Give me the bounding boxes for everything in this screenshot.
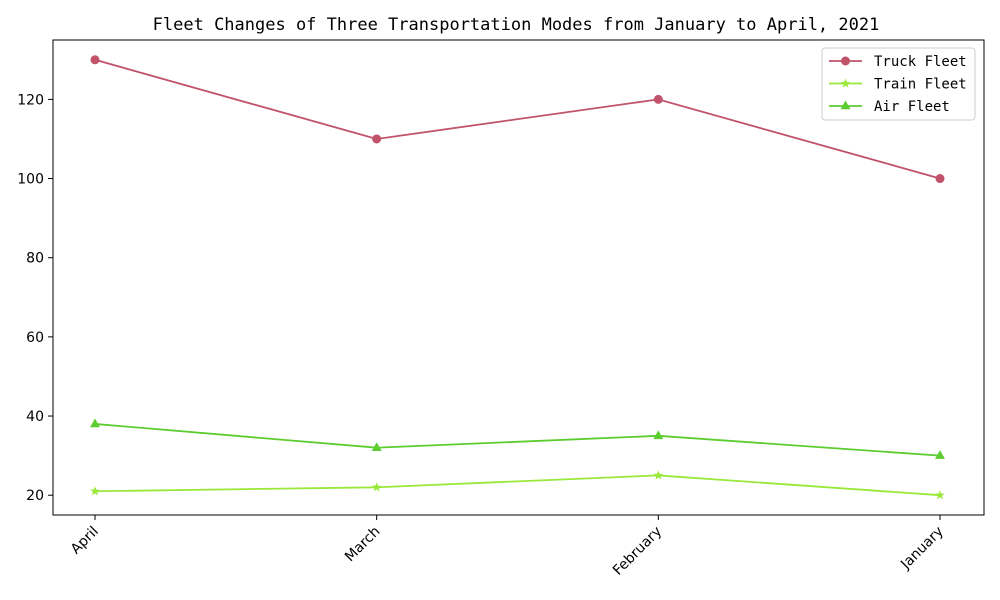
truck-fleet-point: [372, 134, 382, 144]
x-tick-label: January: [897, 524, 947, 574]
train-fleet-point: [653, 470, 664, 480]
y-tick-label: 40: [26, 409, 44, 425]
air-fleet-point: [653, 430, 664, 440]
plot-area: [52, 39, 985, 516]
truck-fleet-point: [935, 174, 945, 184]
y-axis: 20 40 60 80 100 120: [17, 92, 53, 504]
y-tick-label: 60: [26, 330, 44, 346]
legend-truck-fleet-label: Truck Fleet: [874, 54, 967, 70]
air-fleet-point: [371, 442, 382, 452]
train-fleet-point: [371, 482, 382, 492]
train-fleet-point: [935, 490, 945, 500]
x-tick-label: March: [342, 524, 383, 565]
y-tick-label: 80: [26, 251, 44, 267]
y-tick-label: 100: [17, 172, 44, 188]
x-axis: April March February January: [68, 515, 947, 579]
legend: Truck Fleet Train Fleet Air Fleet: [821, 47, 976, 121]
series-layer: [90, 55, 945, 500]
chart-title: Fleet Changes of Three Transportation Mo…: [153, 15, 880, 35]
truck-fleet-point: [90, 55, 100, 65]
legend-train-fleet-label: Train Fleet: [874, 77, 967, 93]
y-tick-label: 20: [26, 488, 44, 504]
train-fleet-line: [94, 474, 941, 497]
legend-air-fleet-marker: [840, 100, 851, 110]
train-fleet-point: [90, 486, 100, 496]
y-tick-label: 120: [17, 92, 44, 108]
truck-fleet-point: [653, 94, 663, 104]
legend-train-fleet-marker: [840, 78, 851, 88]
air-fleet-point: [90, 418, 100, 428]
air-fleet-point: [935, 450, 945, 459]
legend-box: [821, 47, 976, 121]
air-fleet-line: [94, 423, 941, 457]
truck-fleet-line: [94, 58, 941, 180]
x-tick-label: April: [68, 524, 102, 558]
legend-air-fleet-label: Air Fleet: [874, 99, 950, 115]
x-tick-label: February: [610, 524, 665, 579]
legend-truck-fleet-marker: [841, 56, 850, 66]
